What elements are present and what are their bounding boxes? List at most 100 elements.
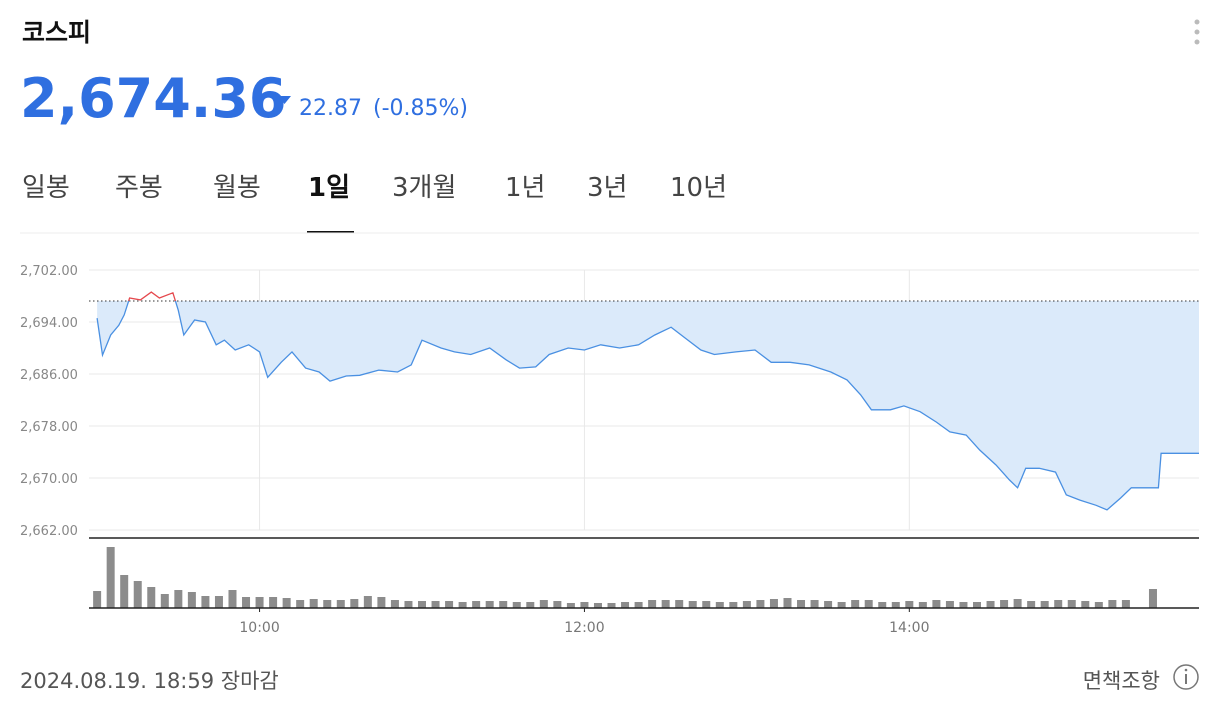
volume-bar [526, 602, 535, 608]
volume-bar [120, 575, 129, 608]
volume-bar [499, 601, 508, 608]
volume-bar [878, 602, 887, 608]
volume-bar [269, 597, 278, 608]
volume-bar [1121, 600, 1130, 608]
volume-bar [296, 600, 305, 608]
volume-bar [769, 599, 778, 608]
volume-bar [228, 590, 237, 608]
tab[interactable]: 3년 [587, 173, 627, 203]
volume-bar [607, 603, 616, 608]
change-pct: (-0.85%) [373, 96, 468, 121]
volume-bar [458, 602, 467, 608]
volume-bar [106, 547, 115, 608]
volume-bar [932, 600, 941, 608]
volume-bar [539, 600, 548, 608]
volume-bar [1013, 599, 1022, 608]
volume-bar [797, 600, 806, 608]
volume-bar [824, 601, 833, 608]
volume-bar [350, 599, 359, 608]
volume-bar [566, 603, 575, 608]
volume-bar [1040, 601, 1049, 608]
volume-bar [201, 596, 210, 608]
y-tick-label: 2,662.00 [20, 524, 78, 539]
volume-bar [851, 600, 860, 608]
volume-bar [945, 601, 954, 608]
volume-bar [702, 601, 711, 608]
title: 코스피 [22, 18, 91, 47]
tabs: 일봉 주봉 월봉 1일 3개월 1년 3년 10년 [22, 173, 727, 233]
volume-bar [621, 602, 630, 608]
volume-bar [675, 600, 684, 608]
volume-bar [688, 601, 697, 608]
volume-bar [973, 602, 981, 608]
price-line [96, 301, 1199, 511]
volume-bar [336, 600, 345, 608]
volume-bar [1081, 601, 1090, 608]
volume-bar [783, 598, 792, 608]
volume-bar [174, 590, 183, 608]
volume-bar [1027, 601, 1036, 608]
x-tick-label: 14:00 [889, 620, 929, 636]
y-tick-label: 2,678.00 [20, 420, 78, 435]
volume-bar [648, 600, 657, 608]
volume-bar [1054, 600, 1063, 608]
volume-bar [593, 603, 602, 608]
volume-bar [282, 598, 291, 608]
volume-bar [445, 601, 454, 608]
volume-bar [214, 596, 223, 608]
volume-bar [1108, 600, 1117, 608]
volume-bar [959, 602, 968, 608]
volume-bar [485, 601, 494, 608]
tab[interactable]: 일봉 [22, 173, 70, 203]
tab[interactable]: 10년 [670, 173, 727, 203]
plot: 2,702.00 2,694.00 2,686.00 2,678.00 2,670.00… [20, 264, 1199, 636]
volume-bar [377, 597, 386, 608]
volume-bar [309, 599, 318, 608]
volume-bar [905, 601, 914, 608]
volume-bar [431, 601, 440, 608]
volume-bar [756, 600, 765, 608]
volume-bar [986, 601, 995, 608]
volume-bar [891, 602, 900, 608]
volume-bar [160, 594, 169, 608]
volume-bar [93, 591, 102, 608]
volume-bar [715, 602, 724, 608]
tab[interactable]: 주봉 [115, 173, 163, 203]
volume-bar [472, 601, 481, 608]
tab[interactable]: 1년 [505, 173, 545, 203]
volume-bar [1148, 589, 1157, 608]
volume-bar [512, 602, 521, 608]
change: 22.87 [299, 96, 362, 121]
y-tick-label: 2,670.00 [20, 472, 78, 487]
x-tick-label: 10:00 [239, 620, 279, 636]
info-icon[interactable] [1173, 664, 1199, 690]
down-arrow [278, 96, 291, 104]
menu-button[interactable] [1194, 19, 1200, 45]
tab[interactable]: 월봉 [213, 173, 261, 203]
volume-bar [1000, 600, 1009, 608]
x-tick-label: 12:00 [564, 620, 604, 636]
tab[interactable]: 3개월 [392, 173, 456, 203]
y-tick-label: 2,702.00 [20, 264, 78, 279]
volume-bar [634, 602, 643, 608]
volume-bar [661, 600, 670, 608]
disclaimer[interactable]: 면책조항 [1083, 669, 1160, 693]
volume-bar [918, 602, 927, 608]
volume-bar [553, 601, 562, 608]
tab[interactable]: 1일 [308, 173, 350, 203]
volume-bar [418, 601, 426, 608]
y-tick-label: 2,694.00 [20, 316, 78, 331]
volume-bar [580, 602, 589, 608]
volume-bar [1094, 602, 1103, 608]
volume-bar [837, 602, 846, 608]
volume-bar [363, 596, 372, 608]
volume-bar [187, 592, 196, 608]
volume-bar [1067, 600, 1076, 608]
volume-bar [133, 581, 142, 608]
volume-bar [255, 597, 264, 608]
volume-bar [242, 597, 251, 608]
volume-bar [864, 600, 873, 608]
volume-bar [323, 600, 332, 608]
price: 2,674.36 [20, 67, 286, 130]
